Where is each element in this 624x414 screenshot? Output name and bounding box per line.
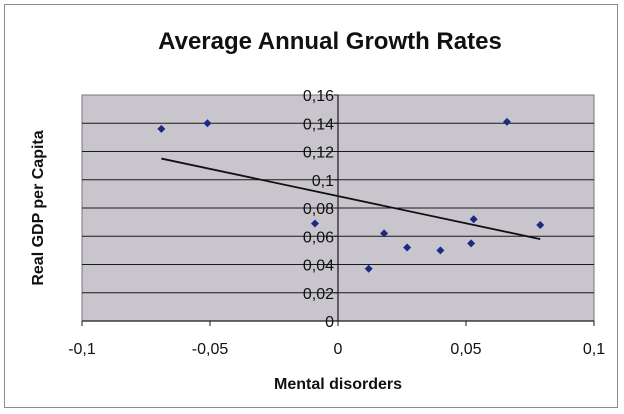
data-point xyxy=(203,119,212,128)
x-axis-label: Mental disorders xyxy=(274,376,402,393)
y-axis-label: Real GDP per Capita xyxy=(30,130,47,285)
y-tick-label: 0 xyxy=(325,314,334,331)
plot-area xyxy=(81,94,595,326)
data-point xyxy=(536,220,545,229)
tick-labels: 0 0,02 0,04 0,06 0,08 0,1 0,12 0,14 0,16 -0,1 -0,0… xyxy=(68,88,605,358)
x-tick-label: 0,1 xyxy=(583,341,605,358)
data-point xyxy=(502,117,511,126)
x-tick-label: 0 xyxy=(334,341,343,358)
trendline xyxy=(161,157,541,240)
x-tick-label: 0,05 xyxy=(450,341,481,358)
data-point xyxy=(467,239,476,248)
data-point xyxy=(436,246,445,255)
data-point xyxy=(157,124,166,133)
x-tick-label: -0,1 xyxy=(68,341,96,358)
y-tick-label: 0,1 xyxy=(312,173,334,190)
y-tick-label: 0,02 xyxy=(303,286,334,303)
chart-title: Average Annual Growth Rates xyxy=(158,28,502,55)
x-tick-label: -0,05 xyxy=(192,341,229,358)
data-point xyxy=(469,215,478,224)
y-tick-label: 0,08 xyxy=(303,201,334,218)
y-tick-label: 0,04 xyxy=(303,258,334,275)
data-point xyxy=(403,243,412,252)
data-point xyxy=(380,229,389,238)
y-tick-label: 0,16 xyxy=(303,88,334,105)
y-tick-label: 0,12 xyxy=(303,145,334,162)
data-point xyxy=(310,219,319,228)
y-tick-label: 0,14 xyxy=(303,116,334,133)
data-point xyxy=(364,264,373,273)
y-tick-label: 0,06 xyxy=(303,229,334,246)
